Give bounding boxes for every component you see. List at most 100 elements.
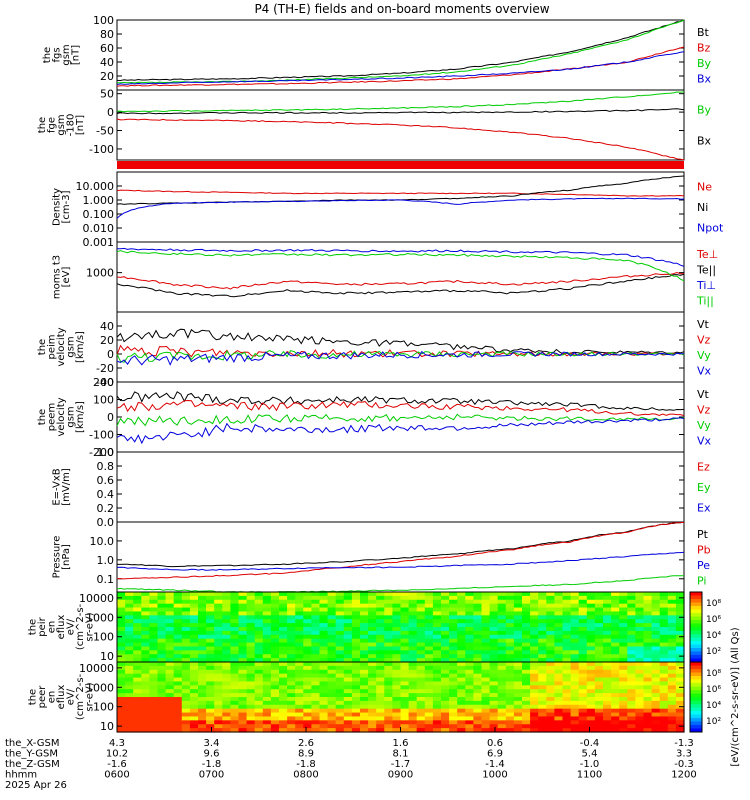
heatmap-cell: [133, 615, 142, 620]
heatmap-cell: [562, 708, 572, 714]
heatmap-cell: [125, 627, 134, 632]
series-line-Bx: [116, 108, 685, 115]
heatmap-cell: [230, 677, 240, 683]
heatmap-cell: [505, 646, 515, 651]
heatmap-cell: [408, 603, 418, 609]
heatmap-cell: [303, 704, 312, 710]
heatmap-cell: [206, 697, 215, 702]
heatmap-cell: [473, 650, 483, 655]
heatmap-cell: [270, 595, 280, 601]
heatmap-cell: [206, 720, 215, 725]
heatmap-cell: [279, 607, 288, 613]
heatmap-cell: [651, 642, 661, 648]
heatmap-cell: [667, 724, 677, 729]
heatmap-cell: [554, 704, 564, 710]
heatmap-cell: [238, 619, 248, 624]
heatmap-cell: [141, 595, 150, 601]
x-tick-label: -1.7: [391, 759, 411, 770]
heatmap-cell: [424, 650, 434, 655]
heatmap-cell: [530, 689, 539, 694]
panel-frame: [116, 241, 685, 313]
heatmap-cell: [546, 630, 555, 636]
heatmap-cell: [619, 603, 628, 609]
heatmap-cell: [481, 724, 491, 729]
heatmap-cell: [319, 724, 329, 729]
heatmap-cell: [416, 700, 426, 706]
heatmap-cell: [262, 716, 272, 721]
colorbar-swatch: [690, 672, 702, 677]
heatmap-cell: [181, 662, 191, 667]
heatmap-cell: [505, 619, 515, 624]
heatmap-cell: [311, 681, 321, 686]
heatmap-cell: [562, 677, 572, 683]
heatmap-cell: [238, 658, 248, 663]
heatmap-cell: [619, 615, 628, 620]
y-tick-label: 0.100: [83, 208, 115, 221]
heatmap-cell: [489, 599, 499, 605]
heatmap-cell: [530, 673, 539, 679]
heatmap-cell: [530, 720, 539, 725]
heatmap-cell: [206, 603, 215, 609]
heatmap-cell: [457, 658, 466, 663]
heatmap-cell: [189, 658, 199, 663]
heatmap-cell: [481, 630, 491, 636]
heatmap-cell: [651, 677, 661, 683]
heatmap-cell: [125, 592, 134, 597]
heatmap-cell: [489, 685, 499, 690]
heatmap-cell: [513, 704, 523, 710]
heatmap-cell: [473, 630, 483, 636]
heatmap-cell: [522, 724, 531, 729]
heatmap-cell: [384, 712, 393, 718]
heatmap-cell: [416, 712, 426, 718]
heatmap-cell: [619, 599, 628, 605]
heatmap-cell: [181, 673, 191, 679]
heatmap-cell: [319, 665, 329, 671]
heatmap-cell: [157, 669, 167, 675]
heatmap-cell: [351, 627, 361, 632]
heatmap-cell: [611, 634, 620, 640]
heatmap-cell: [311, 697, 321, 702]
x-tick-label: 10.2: [106, 749, 128, 760]
heatmap-cell: [319, 627, 329, 632]
heatmap-cell: [206, 677, 215, 683]
heatmap-cell: [303, 662, 312, 667]
heatmap-cell: [400, 627, 410, 632]
heatmap-cell: [262, 662, 272, 667]
heatmap-cell: [351, 650, 361, 655]
legend-label: Vt: [697, 388, 710, 401]
heatmap-cell: [117, 673, 126, 679]
heatmap-cell: [214, 627, 223, 632]
heatmap-cell: [562, 630, 572, 636]
heatmap-cell: [319, 677, 329, 683]
heatmap-cell: [181, 669, 191, 675]
heatmap-cell: [311, 673, 321, 679]
heatmap-cell: [181, 615, 191, 620]
heatmap-cell: [287, 724, 296, 729]
heatmap-cell: [651, 654, 661, 659]
heatmap-cell: [230, 611, 240, 616]
heatmap-cell: [562, 669, 572, 675]
heatmap-cell: [319, 669, 329, 675]
heatmap-cell: [230, 697, 240, 702]
heatmap-cell: [335, 689, 345, 694]
heatmap-cell: [133, 665, 142, 671]
heatmap-cell: [287, 720, 296, 725]
heatmap-cell: [627, 712, 636, 718]
heatmap-cell: [230, 627, 240, 632]
heatmap-cell: [400, 669, 410, 675]
heatmap-cell: [635, 708, 645, 714]
heatmap-cell: [230, 669, 240, 675]
heatmap-cell: [246, 650, 256, 655]
heatmap-cell: [594, 673, 604, 679]
heatmap-cell: [376, 697, 385, 702]
heatmap-cell: [376, 595, 385, 601]
heatmap-cell: [432, 665, 442, 671]
heatmap-cell: [530, 693, 539, 698]
heatmap-cell: [424, 685, 434, 690]
heatmap-cell: [546, 677, 555, 683]
heatmap-cell: [181, 592, 191, 597]
heatmap-cell: [351, 716, 361, 721]
heatmap-cell: [603, 720, 612, 725]
